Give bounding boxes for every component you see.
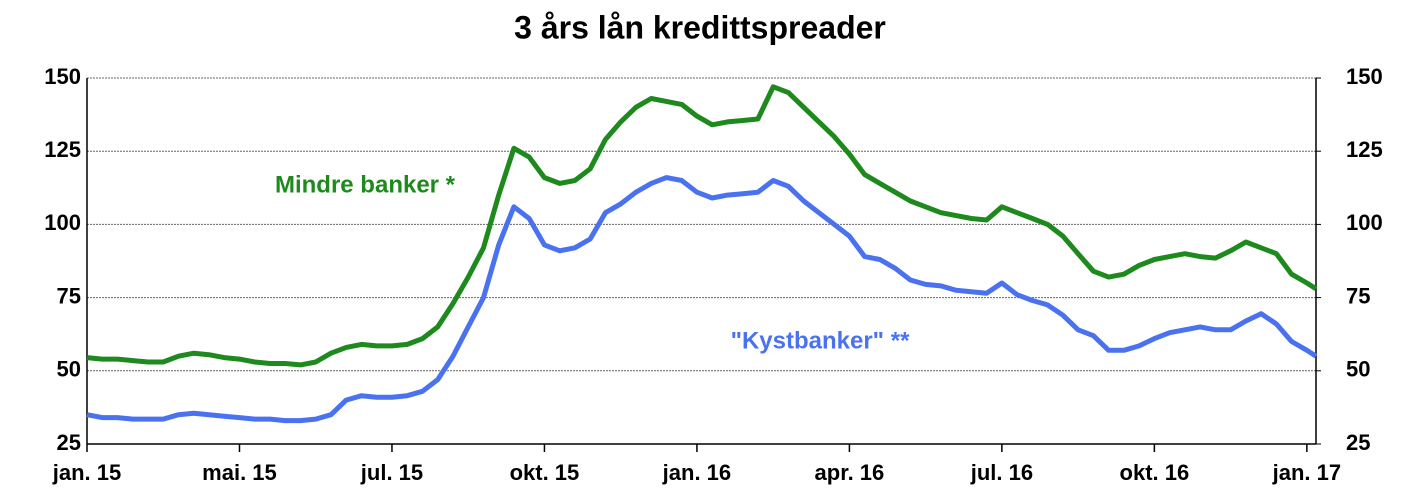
x-tick-label: okt. 16 [1120,460,1190,485]
y2-tick-label: 50 [1346,357,1370,382]
series-label: Mindre banker * [275,171,456,198]
x-tick-label: jul. 16 [970,460,1033,485]
y2-tick-label: 100 [1346,210,1383,235]
series-label: "Kystbanker" ** [731,327,910,354]
y-tick-label: 25 [57,430,81,455]
x-tick-label: mai. 15 [202,460,277,485]
y-tick-label: 150 [44,64,81,89]
series-line [86,175,1318,424]
y-tick-label: 100 [44,210,81,235]
x-tick-label: apr. 16 [815,460,885,485]
y2-tick-label: 75 [1346,283,1370,308]
x-tick-label: jan. 16 [662,460,731,485]
x-tick-label: jul. 15 [360,460,423,485]
chart-title: 3 års lån kredittspreader [514,9,886,45]
y2-tick-label: 125 [1346,137,1383,162]
x-tick-label: okt. 15 [510,460,580,485]
y-tick-label: 125 [44,137,81,162]
series-line [86,84,1318,368]
y2-tick-label: 150 [1346,64,1383,89]
x-tick-label: jan. 17 [1272,460,1341,485]
y2-tick-label: 25 [1346,430,1370,455]
x-tick-label: jan. 15 [52,460,121,485]
y-tick-label: 75 [57,283,81,308]
y-tick-label: 50 [57,357,81,382]
